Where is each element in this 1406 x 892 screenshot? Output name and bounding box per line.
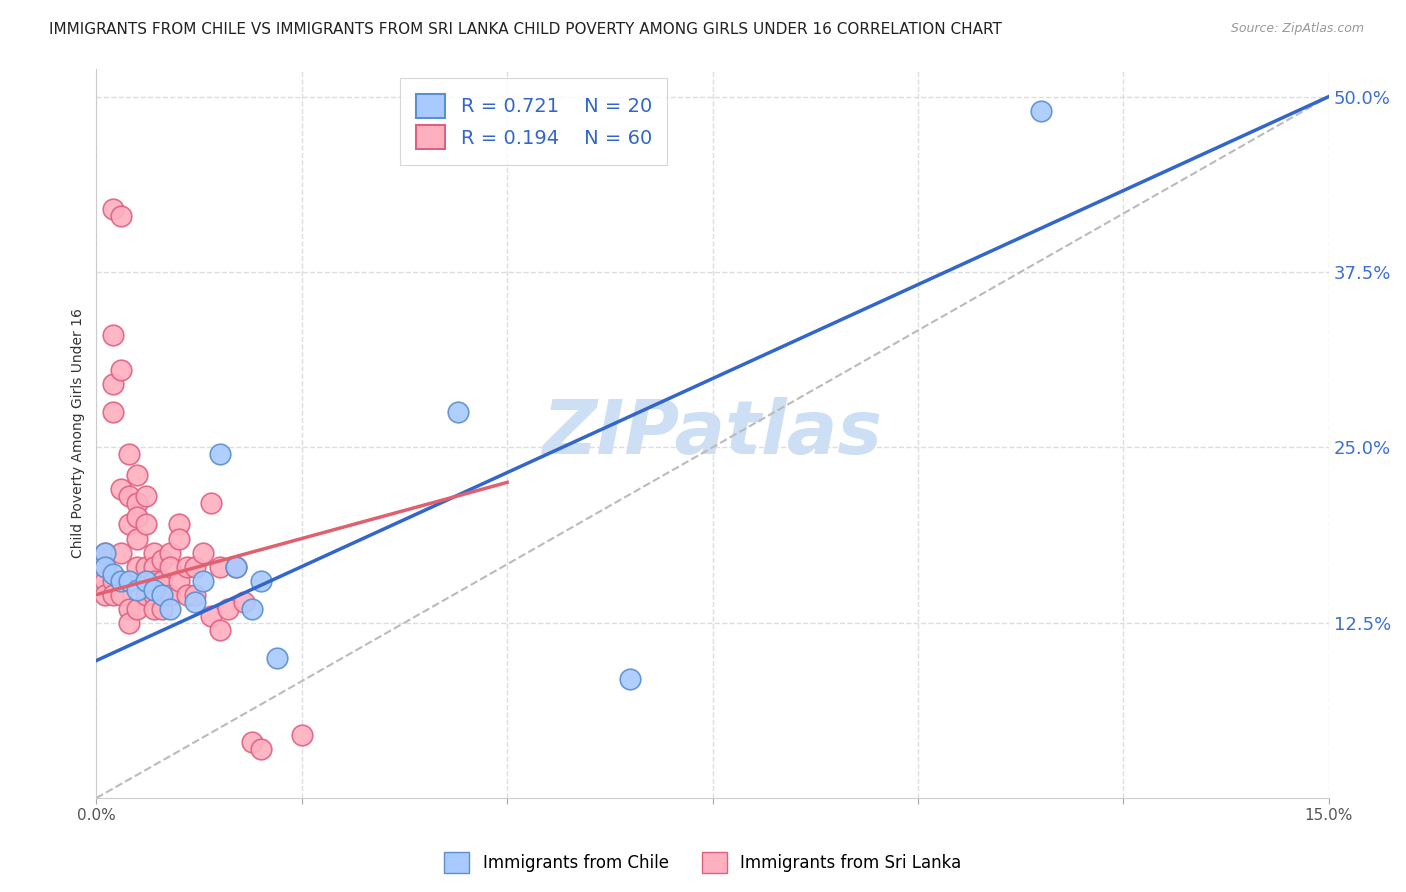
Point bbox=[127, 559, 149, 574]
Point bbox=[110, 588, 132, 602]
Point bbox=[142, 583, 165, 598]
Point bbox=[142, 601, 165, 615]
Point bbox=[191, 545, 214, 559]
Point bbox=[142, 588, 165, 602]
Point bbox=[110, 209, 132, 223]
Point bbox=[1031, 103, 1053, 118]
Point bbox=[225, 559, 247, 574]
Point bbox=[150, 588, 173, 602]
Point bbox=[142, 559, 165, 574]
Point bbox=[110, 363, 132, 377]
Point bbox=[159, 559, 181, 574]
Point bbox=[127, 468, 149, 483]
Point bbox=[93, 559, 115, 574]
Text: Source: ZipAtlas.com: Source: ZipAtlas.com bbox=[1230, 22, 1364, 36]
Point bbox=[176, 588, 198, 602]
Point bbox=[184, 559, 207, 574]
Point bbox=[619, 672, 641, 686]
Point bbox=[118, 447, 141, 461]
Point bbox=[159, 545, 181, 559]
Point bbox=[93, 559, 115, 574]
Point bbox=[208, 559, 231, 574]
Point bbox=[167, 532, 190, 546]
Point bbox=[150, 601, 173, 615]
Point bbox=[291, 728, 314, 742]
Point bbox=[447, 405, 470, 419]
Point bbox=[242, 601, 264, 615]
Point bbox=[266, 650, 288, 665]
Point bbox=[127, 532, 149, 546]
Point bbox=[127, 601, 149, 615]
Point bbox=[159, 601, 181, 615]
Point bbox=[208, 447, 231, 461]
Point bbox=[142, 545, 165, 559]
Legend: Immigrants from Chile, Immigrants from Sri Lanka: Immigrants from Chile, Immigrants from S… bbox=[437, 846, 969, 880]
Y-axis label: Child Poverty Among Girls Under 16: Child Poverty Among Girls Under 16 bbox=[72, 309, 86, 558]
Point bbox=[101, 202, 124, 216]
Point bbox=[93, 545, 115, 559]
Point bbox=[249, 574, 271, 588]
Point bbox=[233, 594, 256, 608]
Point bbox=[93, 588, 115, 602]
Legend: R = 0.721    N = 20, R = 0.194    N = 60: R = 0.721 N = 20, R = 0.194 N = 60 bbox=[401, 78, 668, 165]
Point bbox=[127, 583, 149, 598]
Point bbox=[118, 574, 141, 588]
Point bbox=[184, 594, 207, 608]
Point bbox=[150, 552, 173, 566]
Point bbox=[225, 559, 247, 574]
Point bbox=[118, 615, 141, 630]
Point bbox=[101, 566, 124, 581]
Point bbox=[101, 377, 124, 392]
Point bbox=[242, 735, 264, 749]
Point bbox=[127, 496, 149, 510]
Point bbox=[110, 545, 132, 559]
Point bbox=[118, 490, 141, 504]
Point bbox=[200, 608, 222, 623]
Point bbox=[135, 588, 157, 602]
Point bbox=[93, 545, 115, 559]
Point bbox=[217, 601, 239, 615]
Point bbox=[249, 742, 271, 756]
Point bbox=[150, 588, 173, 602]
Point bbox=[135, 559, 157, 574]
Point bbox=[101, 328, 124, 343]
Point bbox=[167, 517, 190, 532]
Point bbox=[127, 510, 149, 524]
Point bbox=[176, 559, 198, 574]
Point bbox=[208, 623, 231, 637]
Point bbox=[135, 517, 157, 532]
Point bbox=[159, 588, 181, 602]
Point bbox=[142, 574, 165, 588]
Point bbox=[110, 574, 132, 588]
Point bbox=[110, 483, 132, 497]
Point bbox=[93, 574, 115, 588]
Point bbox=[118, 601, 141, 615]
Text: ZIPatlas: ZIPatlas bbox=[543, 397, 883, 470]
Point bbox=[101, 405, 124, 419]
Point bbox=[184, 588, 207, 602]
Point bbox=[118, 517, 141, 532]
Point bbox=[167, 574, 190, 588]
Point bbox=[101, 588, 124, 602]
Text: IMMIGRANTS FROM CHILE VS IMMIGRANTS FROM SRI LANKA CHILD POVERTY AMONG GIRLS UND: IMMIGRANTS FROM CHILE VS IMMIGRANTS FROM… bbox=[49, 22, 1002, 37]
Point bbox=[200, 496, 222, 510]
Point bbox=[101, 574, 124, 588]
Point bbox=[191, 574, 214, 588]
Point bbox=[135, 490, 157, 504]
Point bbox=[135, 574, 157, 588]
Point bbox=[150, 574, 173, 588]
